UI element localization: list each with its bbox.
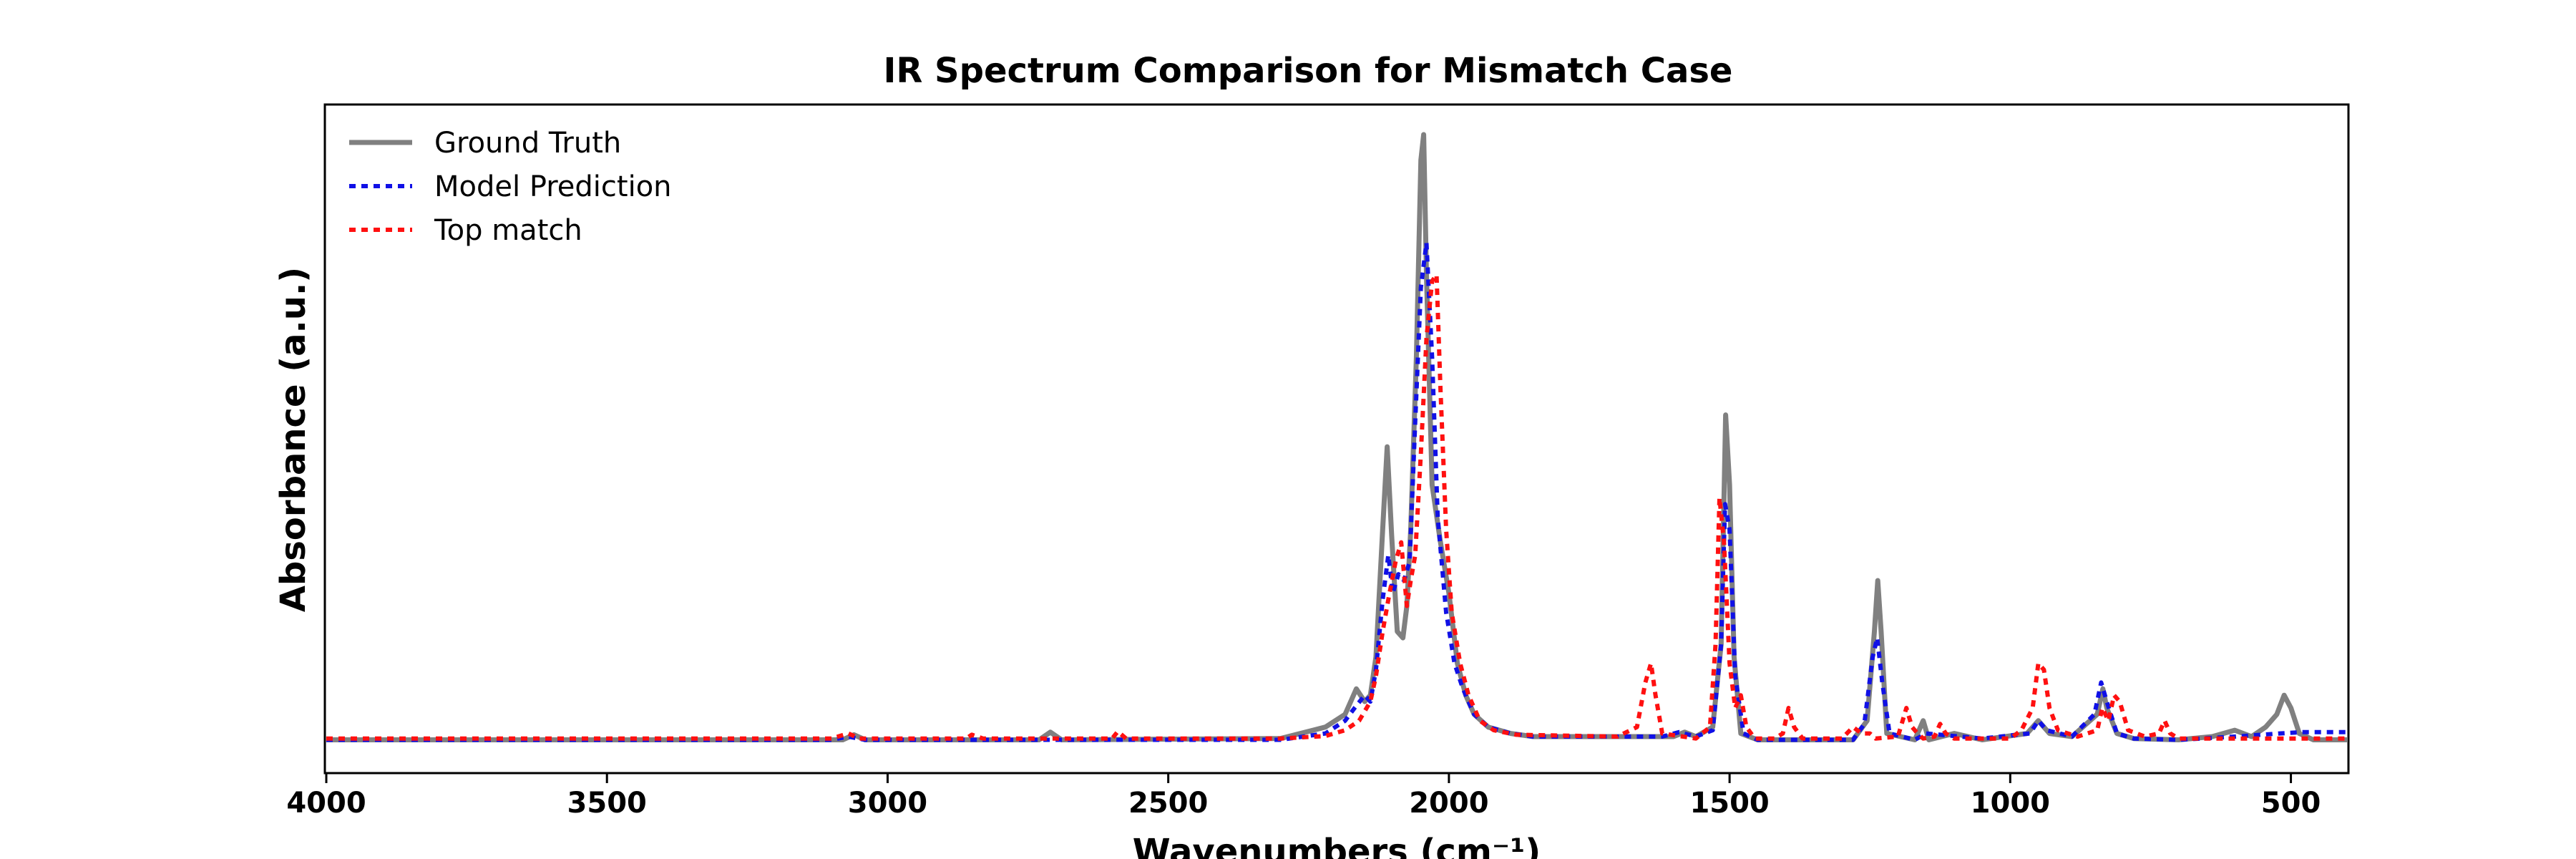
x-axis-ticks: 4000 3500 3000 2500 2000 1500 1000 500: [286, 773, 2321, 820]
x-tick-label: 1000: [1971, 787, 2050, 820]
legend-label-ground-truth: Ground Truth: [434, 127, 621, 160]
x-tick-label: 3000: [848, 787, 927, 820]
x-tick-label: 500: [2261, 787, 2321, 820]
plot-area-frame: [323, 103, 2350, 775]
series-line-ground-truth: [326, 132, 2347, 742]
legend: Ground Truth Model Prediction Top match: [349, 127, 672, 247]
y-axis-label: Absorbance (a.u.): [273, 267, 313, 612]
x-tick-label: 2000: [1409, 787, 1488, 820]
legend-label-top-match: Top match: [434, 214, 582, 247]
series-line-top-match: [326, 272, 2347, 741]
series-layer: [326, 132, 2347, 742]
chart-title: IR Spectrum Comparison for Mismatch Case: [884, 51, 1733, 91]
x-tick-label: 2500: [1128, 787, 1208, 820]
x-tick-label: 4000: [286, 787, 366, 820]
legend-label-model-prediction: Model Prediction: [434, 170, 672, 203]
x-tick-label: 3500: [567, 787, 647, 820]
x-tick-label: 1500: [1689, 787, 1769, 820]
series-line-model-prediction: [326, 241, 2347, 742]
x-axis-label: Wavenumbers (cm⁻¹): [1133, 832, 1541, 859]
